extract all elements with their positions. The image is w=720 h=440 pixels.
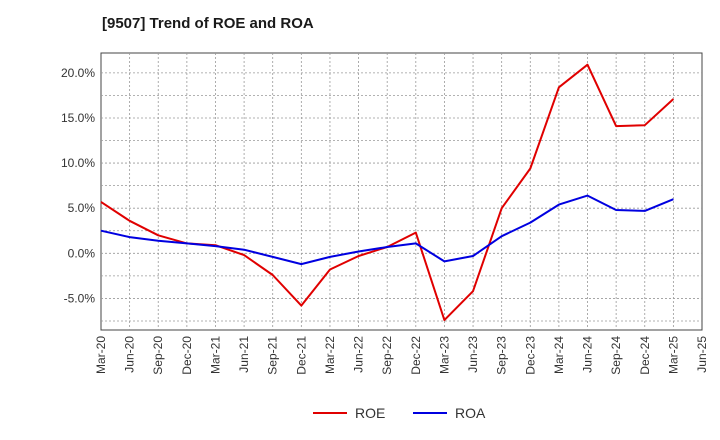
chart-title: [9507] Trend of ROE and ROA (102, 15, 314, 32)
x-tick-label: Jun-21 (237, 336, 251, 373)
grid (100, 52, 703, 331)
axes: 20.0% 15.0% 10.0% 5.0% 0.0% -5.0% Mar-20 Jun-20… (61, 66, 709, 375)
y-tick-label: 20.0% (61, 66, 95, 80)
y-tick-label: 0.0% (68, 246, 96, 260)
x-tick-label: Dec-24 (638, 336, 652, 375)
x-tick-label: Jun-24 (581, 336, 595, 373)
y-tick-label: 5.0% (68, 201, 96, 215)
y-tick-label: 15.0% (61, 111, 95, 125)
x-tick-label: Sep-22 (380, 336, 394, 375)
x-tick-label: Sep-21 (266, 336, 280, 375)
legend-label-roa: ROA (455, 405, 486, 421)
x-tick-label: Jun-25 (695, 336, 709, 373)
x-tick-label: Dec-21 (294, 336, 308, 375)
y-tick-label: 10.0% (61, 156, 95, 170)
x-tick-label: Mar-24 (552, 336, 566, 374)
x-tick-label: Jun-22 (352, 336, 366, 373)
x-tick-label: Mar-20 (94, 336, 108, 374)
x-tick-label: Sep-23 (495, 336, 509, 375)
plot-area (100, 52, 703, 331)
x-tick-label: Dec-22 (409, 336, 423, 375)
series-lines (100, 63, 675, 322)
x-tick-label: Mar-21 (208, 336, 222, 374)
x-tick-label: Mar-22 (323, 336, 337, 374)
x-tick-label: Dec-23 (523, 336, 537, 375)
x-tick-label: Mar-23 (437, 336, 451, 374)
x-tick-label: Jun-23 (466, 336, 480, 373)
x-tick-label: Mar-25 (666, 336, 680, 374)
x-tick-label: Sep-24 (609, 336, 623, 375)
legend-label-roe: ROE (355, 405, 385, 421)
series-line-roa (100, 194, 674, 266)
x-tick-label: Jun-20 (123, 336, 137, 373)
x-tick-label: Sep-20 (151, 336, 165, 375)
legend: ROE ROA (313, 405, 486, 421)
y-tick-label: -5.0% (64, 291, 96, 305)
x-tick-label: Dec-20 (180, 336, 194, 375)
